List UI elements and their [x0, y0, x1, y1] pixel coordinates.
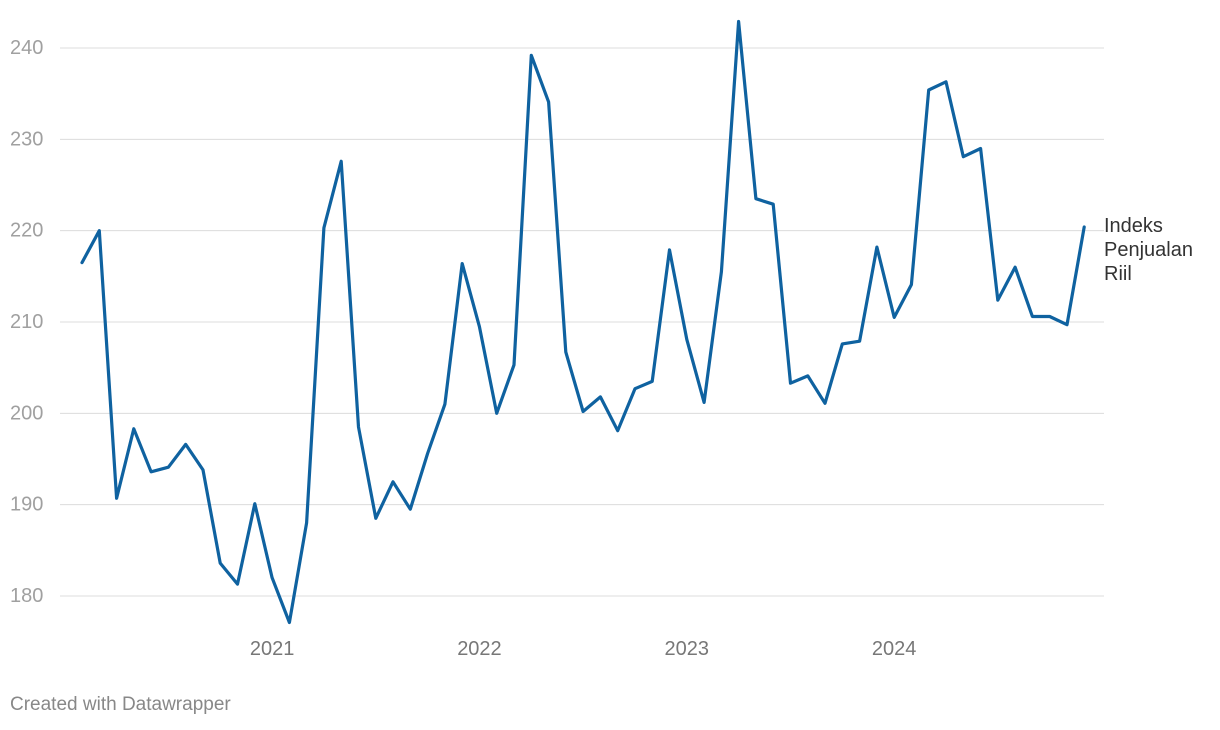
y-tick-label: 190: [10, 494, 43, 516]
y-tick-label: 180: [10, 585, 43, 607]
x-tick-label: 2022: [457, 638, 502, 660]
y-tick-label: 220: [10, 220, 43, 242]
x-tick-label: 2024: [872, 638, 917, 660]
x-tick-label: 2023: [665, 638, 710, 660]
x-tick-label: 2021: [250, 638, 295, 660]
y-tick-label: 210: [10, 311, 43, 333]
y-tick-label: 200: [10, 402, 43, 424]
y-tick-label: 240: [10, 37, 43, 59]
footer: Created with Datawrapper: [10, 694, 231, 715]
line: [80, 19, 1086, 625]
y-tick-label: 230: [10, 128, 43, 150]
series-label: Indeks Penjualan Riil: [1104, 215, 1193, 285]
